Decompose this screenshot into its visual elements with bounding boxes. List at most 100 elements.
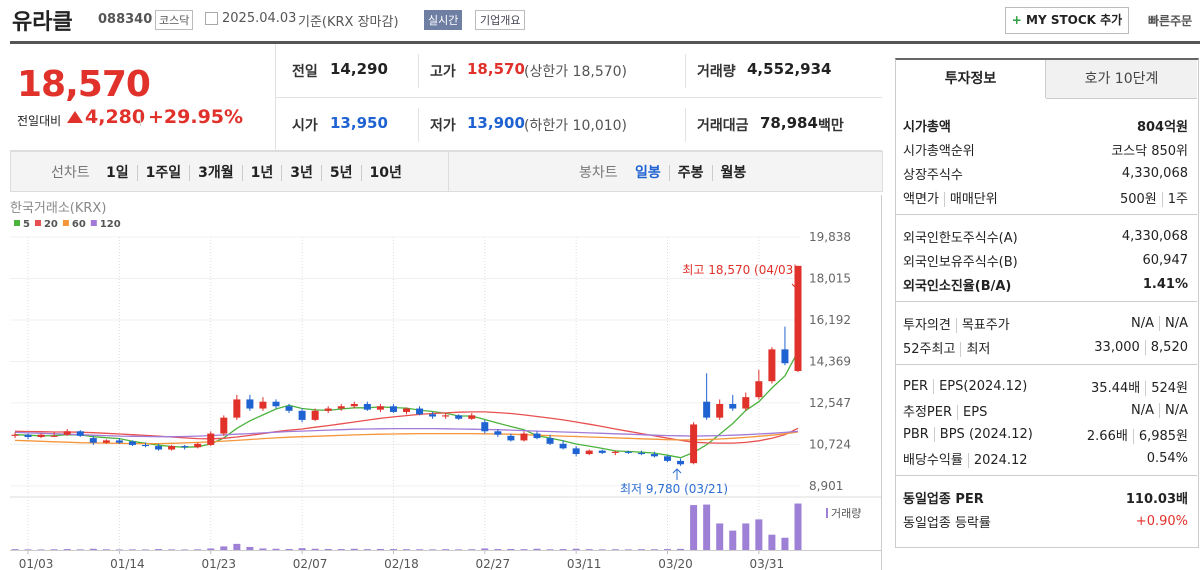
change-rate: +29.95%	[148, 106, 244, 128]
summary: 18,570 전일대비 4,280 +29.95% 전일 14,290 고가 1…	[10, 44, 882, 151]
volume-bar	[24, 549, 32, 550]
row-values: 804억원	[1137, 116, 1188, 135]
volume-bar	[546, 549, 554, 550]
row-labels: 시가총액	[903, 116, 951, 135]
item-note: (상한가 18,570)	[524, 64, 628, 80]
volume-bar	[389, 549, 397, 550]
row-labels: 추정PER EPS	[903, 401, 988, 420]
realtime-badge[interactable]: 실시간	[424, 10, 463, 30]
price: 18,570	[17, 64, 151, 105]
info-row: 52주최고 최저 33,000 8,520	[903, 336, 1188, 358]
candle-tab[interactable]: 주봉	[668, 165, 712, 181]
volume-label: 거래량	[831, 507, 861, 520]
volume-bar	[194, 549, 202, 550]
volume-bar	[729, 530, 737, 550]
candle-body	[376, 406, 384, 410]
candle-body	[311, 410, 319, 420]
item-label: 전일	[292, 64, 318, 80]
volume-bar	[272, 548, 280, 550]
row-values: 60,947	[1143, 253, 1189, 268]
row-values: 1.41%	[1143, 277, 1188, 292]
overview-button[interactable]: 기업개요	[475, 10, 526, 30]
period-tab[interactable]: 1주일	[136, 165, 190, 181]
y-tick-label: 16,192	[809, 313, 851, 327]
row-label: 상장주식수	[903, 167, 963, 183]
item-unit: 백만	[818, 118, 844, 134]
item-value: 78,984	[760, 114, 818, 132]
row-label: 52주최고	[903, 341, 956, 357]
candle-tab[interactable]: 월봉	[711, 165, 755, 181]
candle-body	[337, 406, 345, 409]
candle-body	[546, 438, 554, 444]
volume-bar	[585, 549, 593, 550]
group-divider	[896, 214, 1197, 215]
volume-bar	[703, 504, 711, 550]
y-tick-label: 10,724	[809, 437, 851, 451]
row-value: 6,985원	[1132, 428, 1188, 444]
x-tick-label: 03/11	[567, 557, 602, 570]
candle-body	[559, 443, 567, 449]
legend-label: 20	[44, 219, 58, 230]
row-values: N/A N/A	[1131, 402, 1188, 418]
volume-bar	[664, 549, 671, 550]
side-tab[interactable]: 투자정보	[896, 60, 1046, 98]
x-tick-label: 01/23	[201, 557, 236, 570]
y-tick-label: 8,901	[809, 479, 843, 493]
volume-bar	[533, 548, 541, 550]
info-row: PBR BPS (2024.12) 2.66배 6,985원	[903, 423, 1188, 445]
candle-body	[533, 433, 541, 439]
y-tick-label: 14,369	[809, 354, 851, 368]
volume-bar	[755, 519, 763, 550]
candle-body	[768, 349, 776, 382]
candle-body	[481, 422, 489, 432]
candle-body	[324, 408, 332, 411]
volume-bar	[716, 523, 724, 550]
row-value: 60,947	[1142, 252, 1189, 268]
volume-bar	[115, 549, 123, 550]
candle-tab[interactable]: 일봉	[635, 165, 661, 181]
row-labels: 52주최고 최저	[903, 338, 991, 357]
period-tab[interactable]: 3년	[281, 165, 321, 181]
row-value: 804억원	[1136, 119, 1188, 135]
quick-order[interactable]: 빠른주문	[1148, 14, 1193, 28]
row-value: 110.03배	[1125, 491, 1188, 507]
row-labels: 외국인소진율(B/A)	[903, 275, 1011, 294]
row-label: 동일업종 등락률	[903, 515, 991, 531]
item-note: (하한가 10,010)	[524, 118, 628, 134]
x-tick-label: 03/20	[658, 557, 693, 570]
volume-bar	[298, 548, 306, 550]
period-tab[interactable]: 5년	[320, 165, 361, 181]
volume-bar	[233, 543, 241, 550]
row-values: N/A N/A	[1131, 315, 1188, 331]
candle-body	[285, 406, 293, 411]
period-tab[interactable]: 10년	[360, 165, 410, 181]
item-label: 시가	[292, 118, 318, 134]
volume-bar	[507, 548, 515, 550]
row-values: 4,330,068	[1122, 166, 1188, 181]
volume-bar	[572, 548, 580, 550]
volume-bar	[559, 549, 567, 550]
period-tab[interactable]: 1일	[106, 165, 129, 181]
row-labels: 동일업종 PER	[903, 488, 984, 507]
volume-bar	[677, 548, 685, 550]
my-stock-button[interactable]: + MY STOCK 추가	[1005, 7, 1129, 34]
volume-bar	[468, 549, 476, 550]
volume-bar	[494, 549, 502, 550]
period-tab[interactable]: 3개월	[189, 165, 242, 181]
row-label: 외국인소진율(B/A)	[903, 278, 1012, 294]
row-labels: 시가총액순위	[903, 140, 975, 159]
info-row: 동일업종 PER 110.03배	[903, 486, 1188, 508]
period-tab[interactable]: 1년	[241, 165, 282, 181]
candle-body	[442, 415, 450, 417]
volume-bar	[337, 549, 345, 550]
row-labels: 외국인보유주식수(B)	[903, 251, 1018, 270]
candle-body	[142, 444, 149, 447]
info-row: 추정PER EPS N/A N/A	[903, 399, 1188, 421]
candle-body	[729, 403, 737, 409]
side-tab[interactable]: 호가 10단계	[1046, 60, 1197, 99]
candle-body	[115, 440, 123, 443]
legend-label: 60	[72, 219, 86, 230]
item-value: 13,900	[467, 114, 525, 132]
volume-bar	[285, 548, 293, 550]
